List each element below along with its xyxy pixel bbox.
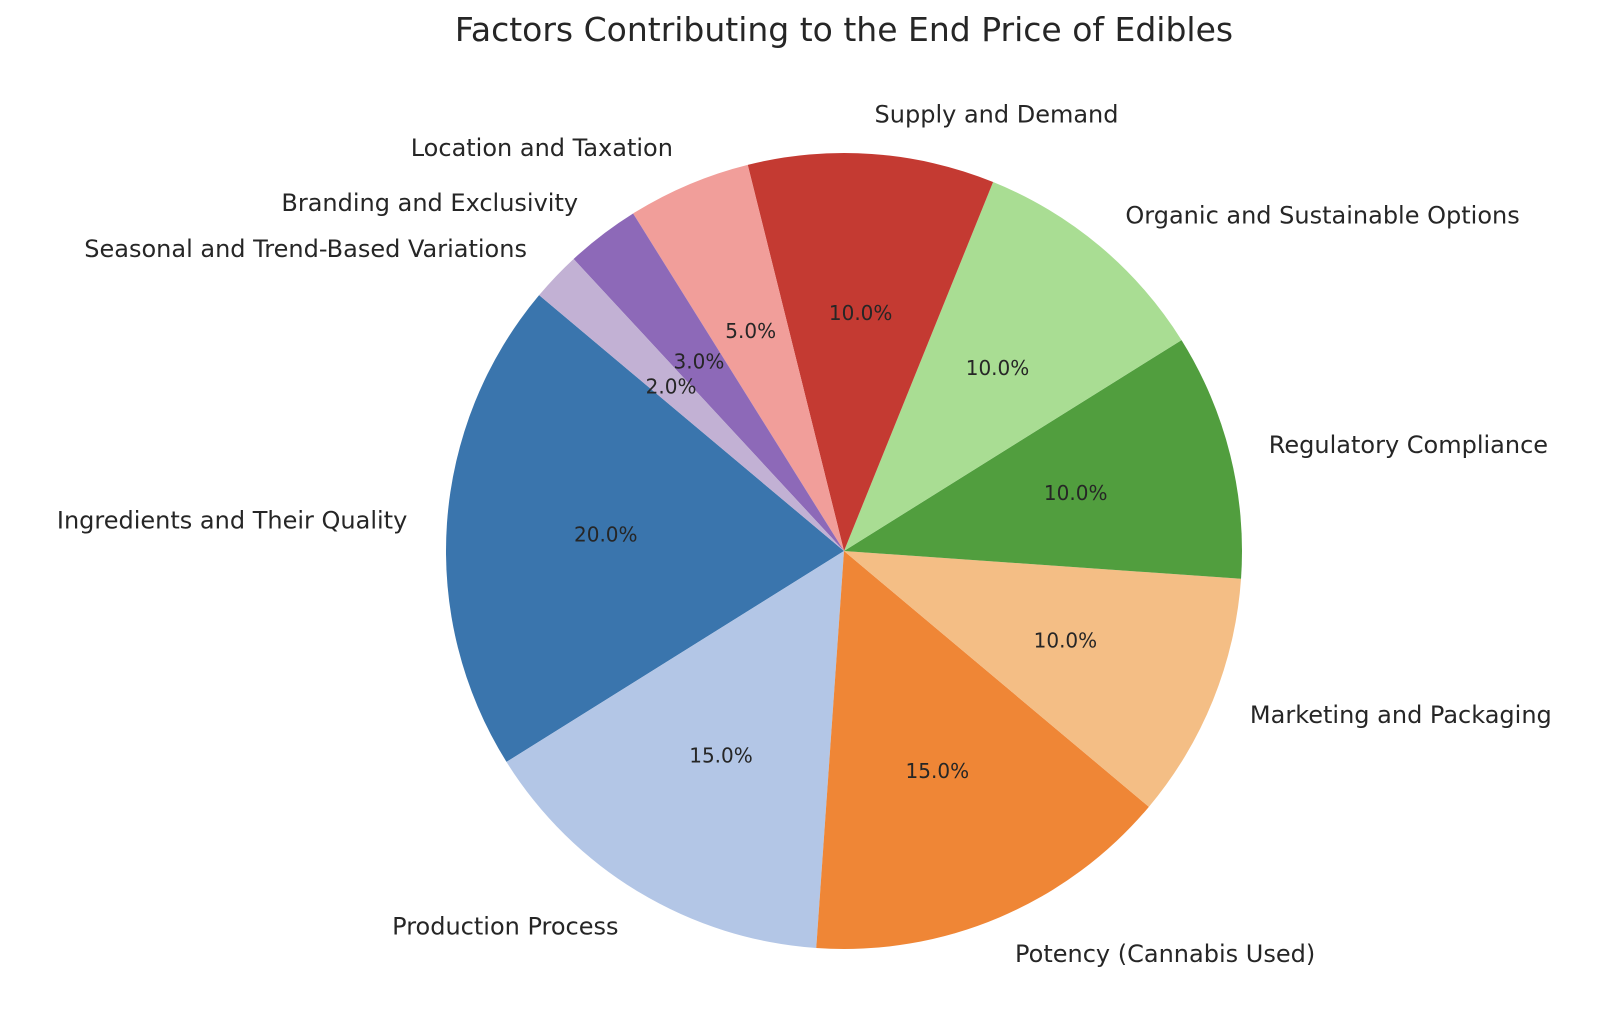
slice-percentage-label: 10.0% bbox=[966, 356, 1030, 380]
slice-label: Ingredients and Their Quality bbox=[57, 506, 407, 534]
slice-label: Location and Taxation bbox=[411, 134, 673, 162]
slice-percentage-label: 15.0% bbox=[689, 744, 753, 768]
pie-slice bbox=[844, 340, 1242, 579]
slice-percentage-label: 10.0% bbox=[1044, 481, 1108, 505]
pie-slices bbox=[445, 152, 1242, 949]
chart-title: Factors Contributing to the End Price of… bbox=[455, 10, 1233, 49]
slice-percentage-label: 3.0% bbox=[674, 349, 725, 373]
pie-slice bbox=[747, 152, 994, 551]
pie-slice bbox=[844, 181, 1182, 552]
slice-label: Regulatory Compliance bbox=[1269, 431, 1548, 459]
slice-label: Production Process bbox=[392, 912, 618, 940]
pie-slice bbox=[573, 213, 844, 552]
pie-slice bbox=[844, 551, 1242, 807]
slice-label: Organic and Sustainable Options bbox=[1125, 202, 1519, 230]
slice-percentage-label: 20.0% bbox=[574, 522, 638, 546]
slice-label: Marketing and Packaging bbox=[1250, 701, 1552, 729]
slice-labels: Ingredients and Their Quality Production … bbox=[57, 100, 1552, 968]
pie-slice bbox=[816, 551, 1149, 949]
slice-label: Branding and Exclusivity bbox=[281, 189, 578, 217]
slice-label: Seasonal and Trend-Based Variations bbox=[84, 235, 527, 263]
pie-slice bbox=[633, 164, 844, 551]
slice-percentage-label: 10.0% bbox=[829, 301, 893, 325]
slice-label: Potency (Cannabis Used) bbox=[1015, 940, 1315, 968]
percentage-labels: 20.0% 15.0% 15.0% 10.0% 10.0% 10.0% 10.0% 5.0%3… bbox=[574, 301, 1107, 783]
slice-label: Supply and Demand bbox=[875, 100, 1119, 128]
slice-percentage-label: 2.0% bbox=[646, 374, 697, 398]
pie-slice bbox=[506, 551, 844, 949]
pie-slice bbox=[539, 258, 844, 551]
slice-percentage-label: 10.0% bbox=[1034, 628, 1098, 652]
slice-percentage-label: 15.0% bbox=[906, 759, 970, 783]
slice-percentage-label: 5.0% bbox=[725, 319, 776, 343]
pie-slice bbox=[445, 295, 844, 762]
